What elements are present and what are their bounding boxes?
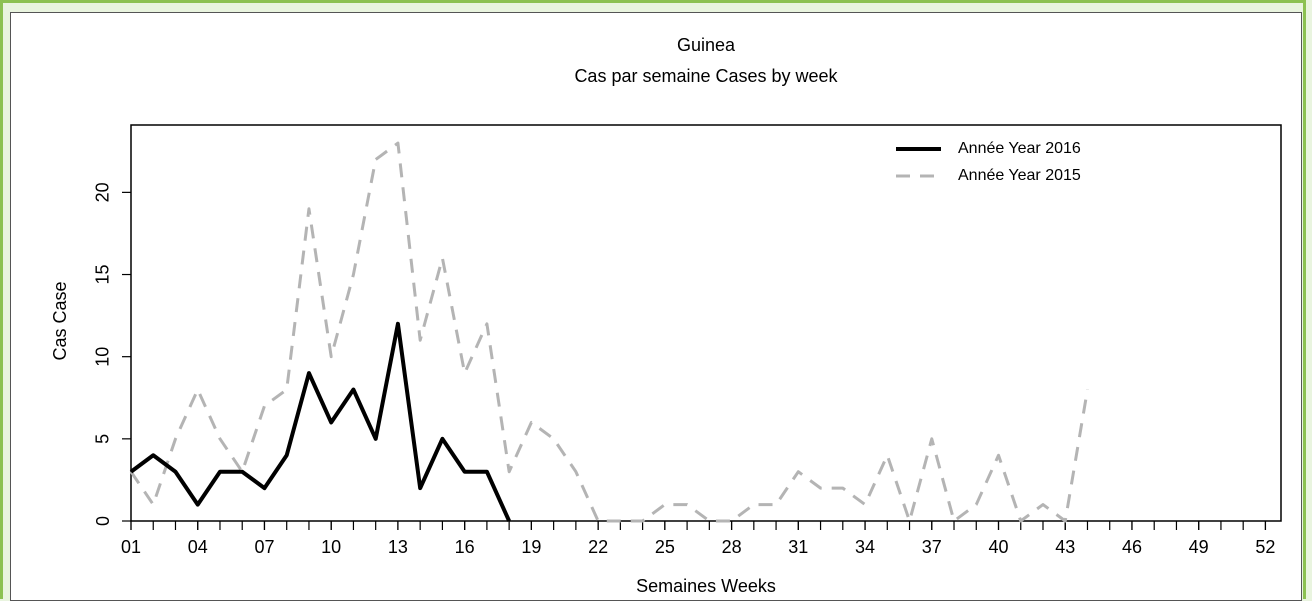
- legend-label: Année Year 2015: [958, 167, 1081, 184]
- y-axis-label: Cas Case: [50, 281, 70, 360]
- x-tick-label: 52: [1255, 537, 1275, 557]
- x-tick-label: 04: [188, 537, 208, 557]
- x-tick-label: 10: [321, 537, 341, 557]
- x-tick-label: 46: [1122, 537, 1142, 557]
- y-tick-label: 15: [93, 265, 113, 285]
- x-tick-label: 16: [455, 537, 475, 557]
- y-tick-label: 20: [93, 182, 113, 202]
- legend-label: Année Year 2016: [958, 140, 1081, 157]
- x-tick-label: 01: [121, 537, 141, 557]
- x-tick-label: 49: [1189, 537, 1209, 557]
- x-axis-label: Semaines Weeks: [636, 576, 776, 596]
- y-tick-label: 5: [93, 434, 113, 444]
- x-tick-label: 25: [655, 537, 675, 557]
- x-tick-label: 13: [388, 537, 408, 557]
- x-tick-label: 22: [588, 537, 608, 557]
- x-tick-label: 28: [722, 537, 742, 557]
- x-tick-label: 19: [521, 537, 541, 557]
- series-line: [129, 141, 1089, 523]
- x-tick-label: 40: [988, 537, 1008, 557]
- x-tick-label: 34: [855, 537, 875, 557]
- y-tick-label: 0: [93, 516, 113, 526]
- plot-area: [130, 124, 1282, 522]
- x-tick-label: 31: [788, 537, 808, 557]
- y-tick-label: 10: [93, 347, 113, 367]
- x-tick-label: 37: [922, 537, 942, 557]
- chart-subtitle: Cas par semaine Cases by week: [574, 66, 838, 86]
- chart: Guinea Cas par semaine Cases by week Sem…: [10, 12, 1302, 601]
- x-tick-label: 07: [254, 537, 274, 557]
- chart-title: Guinea: [677, 35, 736, 55]
- series-line: [129, 321, 511, 522]
- x-tick-label: 43: [1055, 537, 1075, 557]
